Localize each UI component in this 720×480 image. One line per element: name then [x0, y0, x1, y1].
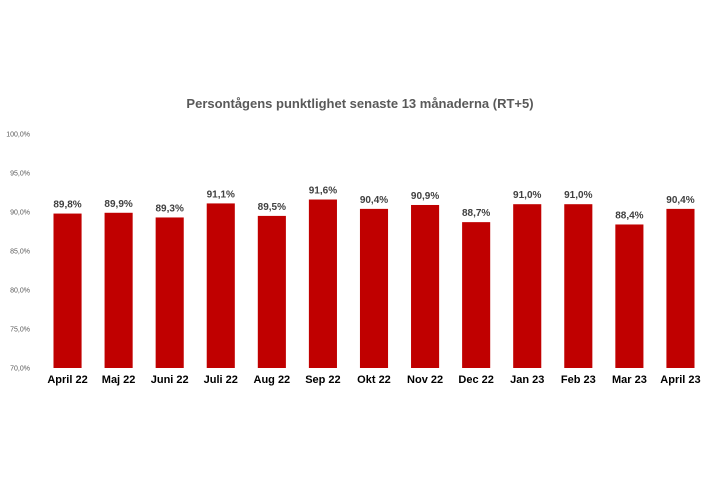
data-label: 91,6%	[309, 186, 337, 197]
x-tick-label: Feb 23	[561, 374, 596, 386]
x-axis: April 22 Maj 22 Juni 22 Juli 22 Aug 22 Sep 22…	[47, 374, 700, 386]
y-tick-label: 80,0%	[10, 288, 30, 295]
data-label: 88,7%	[462, 208, 490, 219]
y-tick-label: 85,0%	[10, 249, 30, 256]
y-tick-label: 75,0%	[10, 327, 30, 334]
y-tick-label: 100,0%	[6, 132, 30, 139]
bar	[308, 199, 337, 368]
bar	[411, 204, 440, 368]
bar	[53, 213, 82, 368]
bar	[206, 203, 235, 368]
x-tick-label: April 22	[47, 374, 87, 386]
bar	[359, 208, 389, 368]
x-tick-label: Aug 22	[254, 374, 291, 386]
data-label: 91,0%	[513, 190, 541, 201]
data-label: 91,0%	[564, 190, 592, 201]
data-label: 89,3%	[156, 203, 184, 214]
y-tick-label: 95,0%	[10, 171, 30, 178]
x-tick-label: Sep 22	[305, 374, 340, 386]
bar	[257, 215, 286, 368]
bar	[615, 224, 644, 368]
y-axis: 70,0% 75,0% 80,0% 85,0% 90,0% 95,0% 100,0%	[6, 132, 30, 373]
x-tick-label: Dec 22	[458, 374, 493, 386]
chart-title: Persontågens punktlighet senaste 13 måna…	[186, 96, 533, 111]
data-label: 90,9%	[411, 191, 439, 202]
x-tick-label: Mar 23	[612, 374, 647, 386]
bars	[53, 199, 695, 368]
data-label: 90,4%	[360, 195, 388, 206]
data-labels: 89,8% 89,9% 89,3% 91,1% 89,5% 91,6% 90,4% 90,9%…	[53, 186, 694, 222]
x-tick-label: Juli 22	[204, 374, 238, 386]
y-tick-label: 90,0%	[10, 210, 30, 217]
x-tick-label: Nov 22	[407, 374, 443, 386]
x-tick-label: Maj 22	[102, 374, 136, 386]
x-tick-label: April 23	[660, 374, 700, 386]
data-label: 89,8%	[53, 200, 81, 211]
y-tick-label: 70,0%	[10, 366, 30, 373]
x-tick-label: Juni 22	[151, 374, 189, 386]
bar	[666, 208, 695, 368]
x-tick-label: Okt 22	[357, 374, 391, 386]
data-label: 90,4%	[666, 195, 694, 206]
bar	[513, 204, 542, 368]
data-label: 88,4%	[615, 210, 643, 221]
bar	[462, 222, 491, 368]
x-tick-label: Jan 23	[510, 374, 544, 386]
bar	[564, 204, 593, 368]
bar	[104, 212, 133, 368]
bar	[155, 217, 184, 368]
data-label: 89,5%	[258, 202, 286, 213]
data-label: 91,1%	[207, 189, 235, 200]
data-label: 89,9%	[104, 199, 132, 210]
